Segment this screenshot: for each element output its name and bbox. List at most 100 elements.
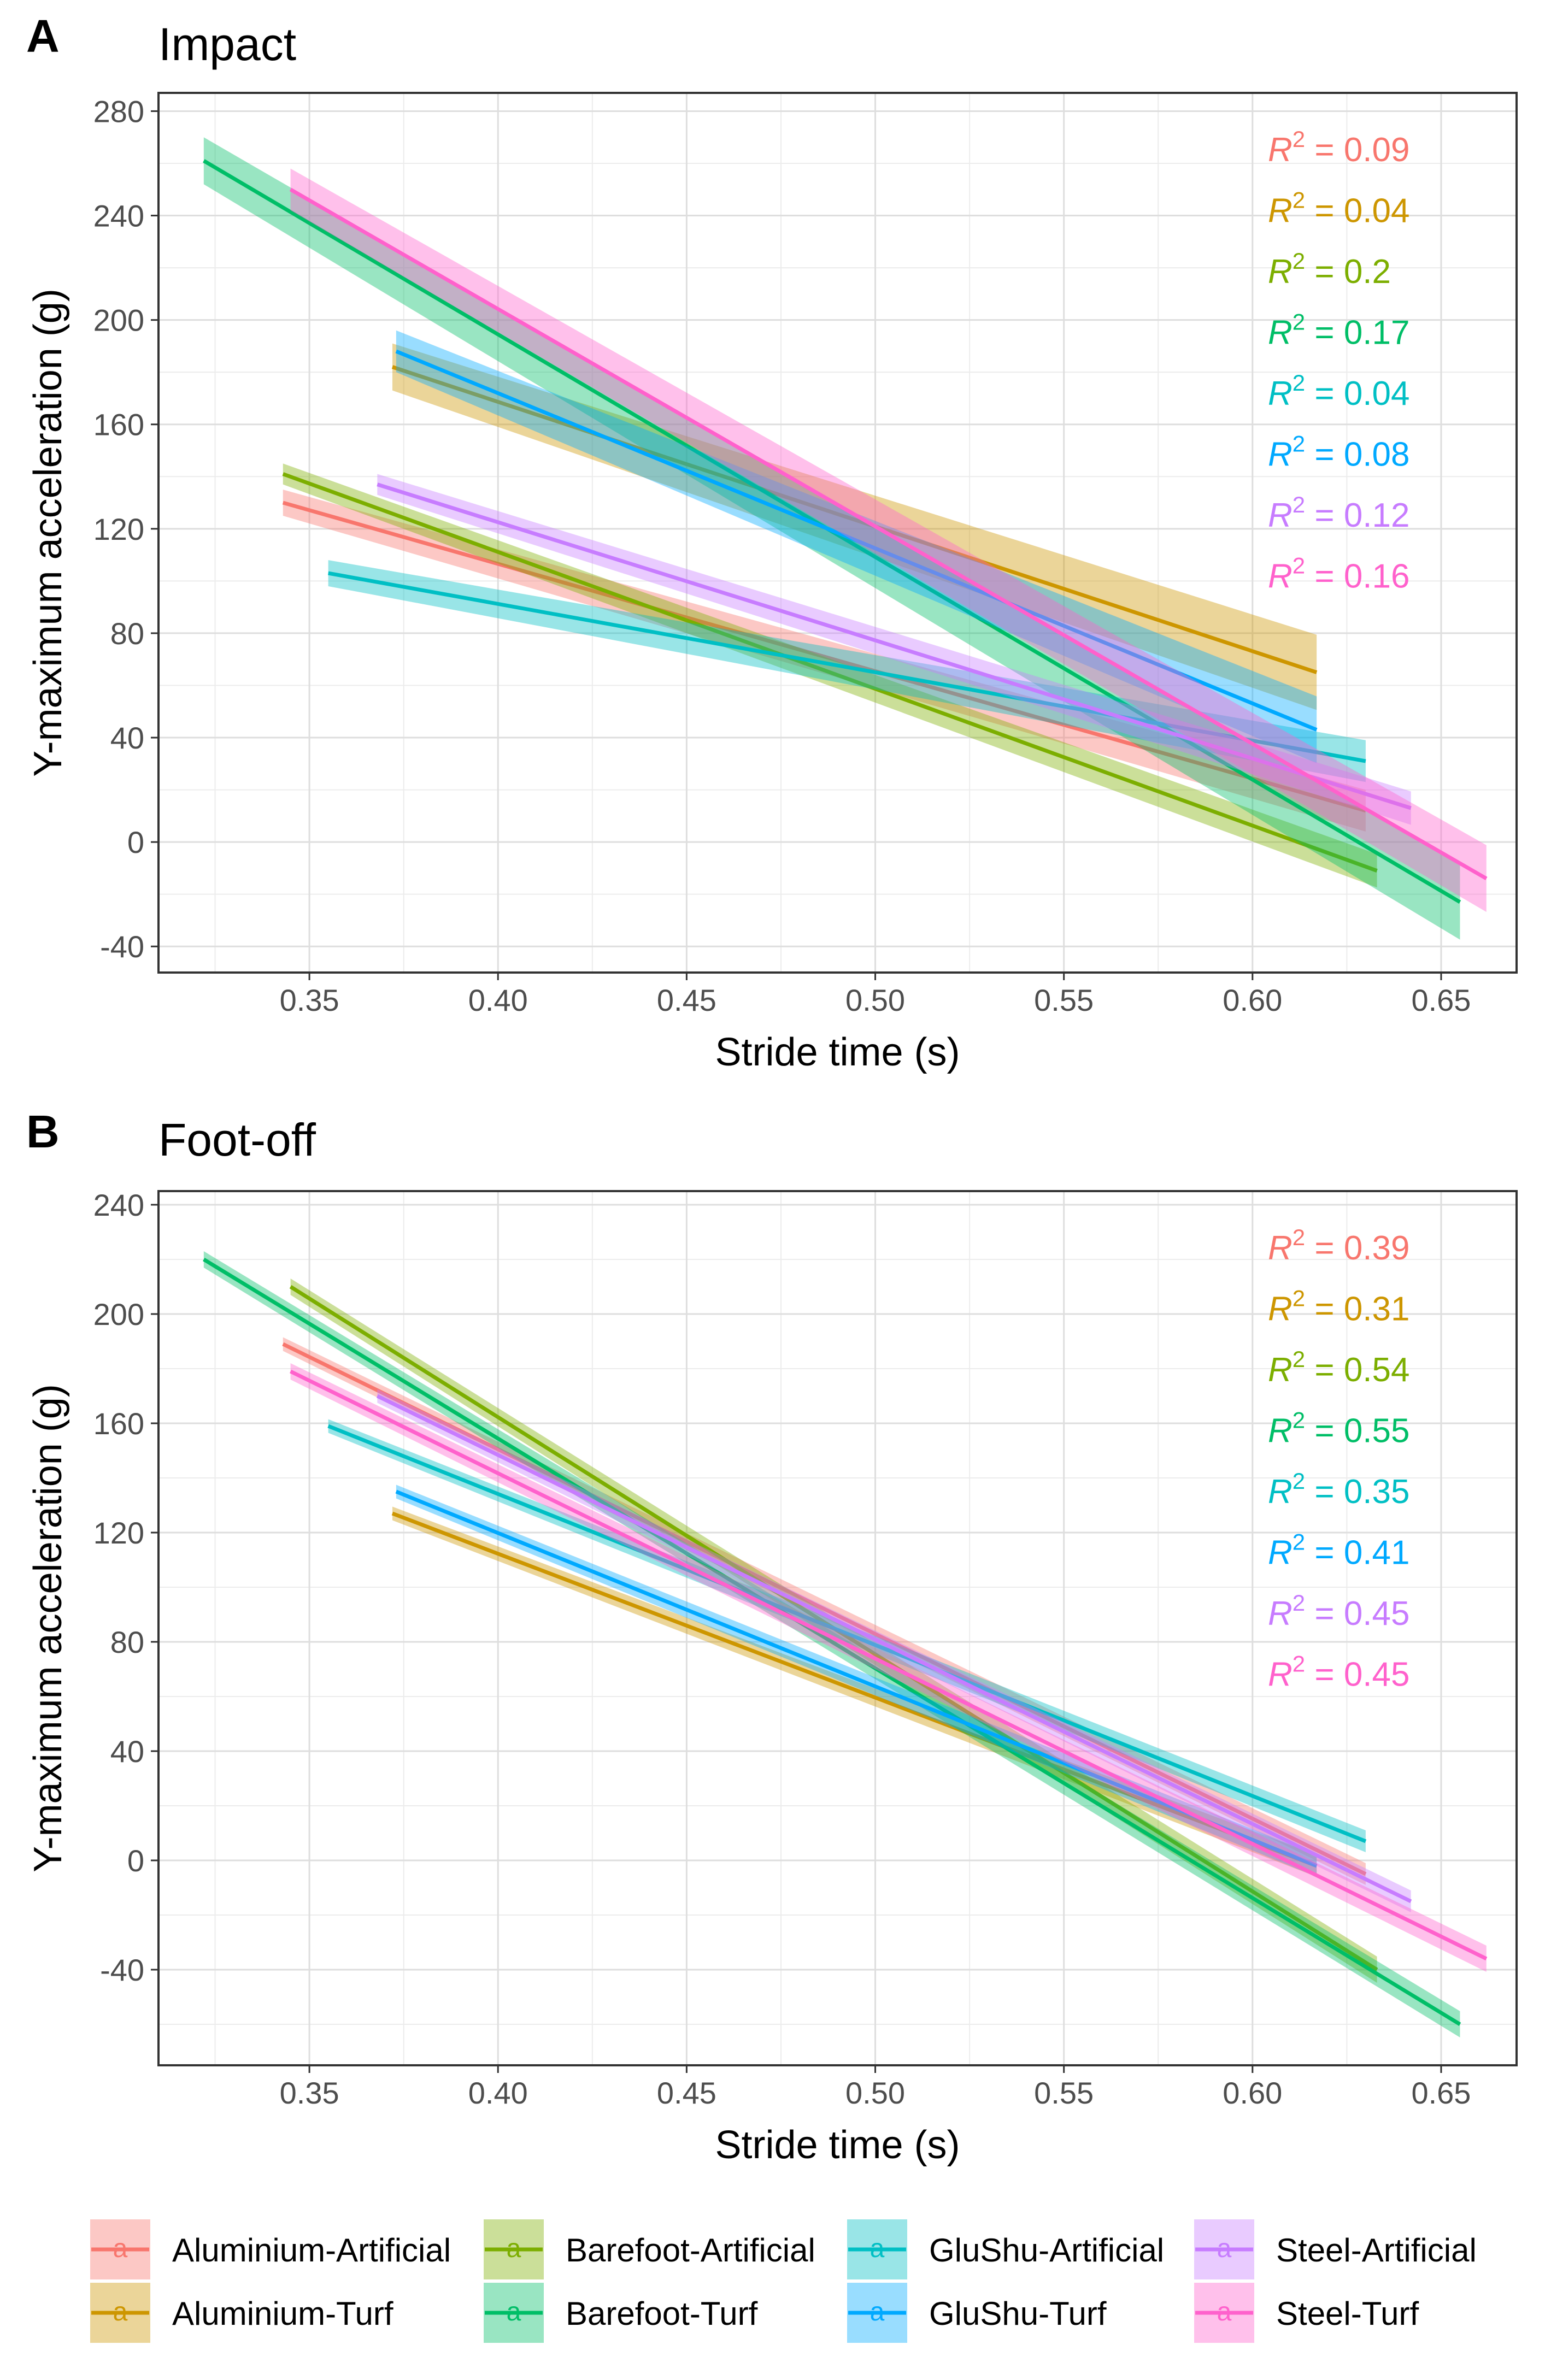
panel-letter-b: B	[26, 1106, 60, 1157]
r2-value: 0.09	[1344, 131, 1410, 169]
r2-superscript: 2	[1293, 1346, 1305, 1372]
legend-key-glyph: a	[1217, 2297, 1232, 2326]
y-axis-label: Y-maximum acceleration (g)	[26, 288, 70, 777]
r2-annotation: R2 = 0.39	[1268, 1224, 1409, 1267]
grid	[158, 1191, 1517, 2065]
x-tick-label: 0.65	[1411, 983, 1471, 1017]
legend-item: a Steel-Artificial	[1194, 2219, 1477, 2279]
legend-label: Barefoot-Artificial	[566, 2232, 815, 2269]
axes: 0.35 0.40 0.45 0.50 0.55 0.60 0.65 -40 0 40 80 120 1…	[26, 94, 1471, 1074]
r2-superscript: 2	[1293, 1651, 1305, 1677]
r2-symbol: R	[1268, 497, 1293, 534]
series-line	[328, 571, 1366, 763]
r2-value: 0.35	[1344, 1473, 1410, 1511]
r2-superscript: 2	[1293, 248, 1305, 274]
y-tick-label: 160	[93, 1406, 144, 1441]
confidence-band	[377, 474, 1411, 825]
r2-superscript: 2	[1293, 1407, 1305, 1433]
confidence-band	[396, 330, 1317, 763]
y-tick-label: -40	[100, 1953, 144, 1987]
r2-superscript: 2	[1293, 126, 1305, 152]
y-tick-label: 80	[110, 616, 144, 651]
confidence-band	[392, 343, 1317, 710]
r2-superscript: 2	[1293, 431, 1305, 457]
confidence-band	[283, 463, 1377, 888]
axes: 0.35 0.40 0.45 0.50 0.55 0.60 0.65 -40 0 40 80 120 1…	[26, 1188, 1471, 2167]
r2-value: 0.17	[1344, 314, 1410, 352]
r2-annotation: R2 = 0.35	[1268, 1468, 1409, 1511]
r2-superscript: 2	[1293, 1468, 1305, 1494]
x-tick-label: 0.50	[845, 2076, 905, 2110]
r2-value: 0.31	[1344, 1291, 1410, 1328]
r2-equals: =	[1305, 1534, 1344, 1572]
r2-symbol: R	[1268, 375, 1293, 413]
series-line	[289, 187, 1488, 881]
r2-annotation: R2 = 0.12	[1268, 492, 1409, 534]
r2-value: 0.41	[1344, 1534, 1410, 1572]
legend-label: Steel-Artificial	[1276, 2232, 1477, 2269]
r2-value: 0.04	[1344, 192, 1410, 230]
x-axis-label: Stride time (s)	[715, 1030, 960, 1074]
r2-superscript: 2	[1293, 1590, 1305, 1616]
r2-annotation: R2 = 0.16	[1268, 553, 1409, 596]
confidence-band	[290, 168, 1487, 912]
series-line	[395, 349, 1318, 732]
x-tick-label: 0.55	[1034, 983, 1094, 1017]
r2-annotation: R2 = 0.54	[1268, 1346, 1409, 1389]
r2-symbol: R	[1268, 314, 1293, 352]
series-line	[391, 1511, 1318, 1868]
y-tick-label: 120	[93, 512, 144, 546]
r2-equals: =	[1305, 497, 1344, 534]
panel-border	[157, 1190, 1518, 2066]
x-tick-label: 0.35	[280, 2076, 339, 2110]
r2-symbol: R	[1268, 253, 1293, 291]
grid	[158, 93, 1517, 973]
r2-equals: =	[1305, 1291, 1344, 1328]
x-tick-label: 0.60	[1223, 2076, 1282, 2110]
r2-annotation: R2 = 0.09	[1268, 126, 1409, 169]
y-tick-label: 240	[93, 199, 144, 233]
r2-symbol: R	[1268, 131, 1293, 169]
r2-symbol: R	[1268, 1291, 1293, 1328]
legend-key-glyph: a	[507, 2297, 521, 2326]
r2-annotation: R2 = 0.45	[1268, 1651, 1409, 1694]
y-tick-label: -40	[100, 929, 144, 964]
r2-equals: =	[1305, 1473, 1344, 1511]
r2-equals: =	[1305, 375, 1344, 413]
legend-item: a Aluminium-Turf	[90, 2283, 393, 2343]
y-tick-label: 40	[110, 721, 144, 755]
x-tick-label: 0.60	[1223, 983, 1282, 1017]
r2-superscript: 2	[1293, 1224, 1305, 1250]
y-tick-label: 0	[127, 825, 144, 859]
series-line	[377, 482, 1412, 810]
r2-annotation: R2 = 0.31	[1268, 1286, 1409, 1328]
r2-superscript: 2	[1293, 187, 1305, 213]
legend-key-glyph: a	[1217, 2234, 1232, 2263]
confidence-band	[203, 1251, 1460, 2037]
r2-symbol: R	[1268, 1229, 1293, 1267]
x-tick-label: 0.45	[657, 2076, 716, 2110]
series-line	[203, 1258, 1461, 2026]
series-line	[290, 1369, 1488, 1961]
x-tick-label: 0.55	[1034, 2076, 1094, 2110]
r2-equals: =	[1305, 436, 1344, 474]
legend-label: GluShu-Turf	[929, 2295, 1107, 2332]
r2-symbol: R	[1268, 558, 1293, 596]
r2-superscript: 2	[1293, 492, 1305, 517]
confidence-band	[203, 137, 1460, 940]
confidence-band	[290, 1363, 1487, 1972]
r2-annotation: R2 = 0.55	[1268, 1407, 1409, 1450]
legend-item: a Steel-Turf	[1194, 2283, 1419, 2343]
panel-letter-a: A	[26, 10, 60, 62]
chart-title: Impact	[158, 19, 296, 70]
y-tick-label: 0	[127, 1843, 144, 1878]
x-tick-label: 0.65	[1411, 2076, 1471, 2110]
r2-superscript: 2	[1293, 309, 1305, 335]
y-tick-label: 40	[110, 1734, 144, 1769]
y-tick-label: 120	[93, 1516, 144, 1550]
legend-item: a GluShu-Artificial	[847, 2219, 1164, 2279]
legend-key-glyph: a	[113, 2234, 128, 2263]
legend-label: GluShu-Artificial	[929, 2232, 1164, 2269]
